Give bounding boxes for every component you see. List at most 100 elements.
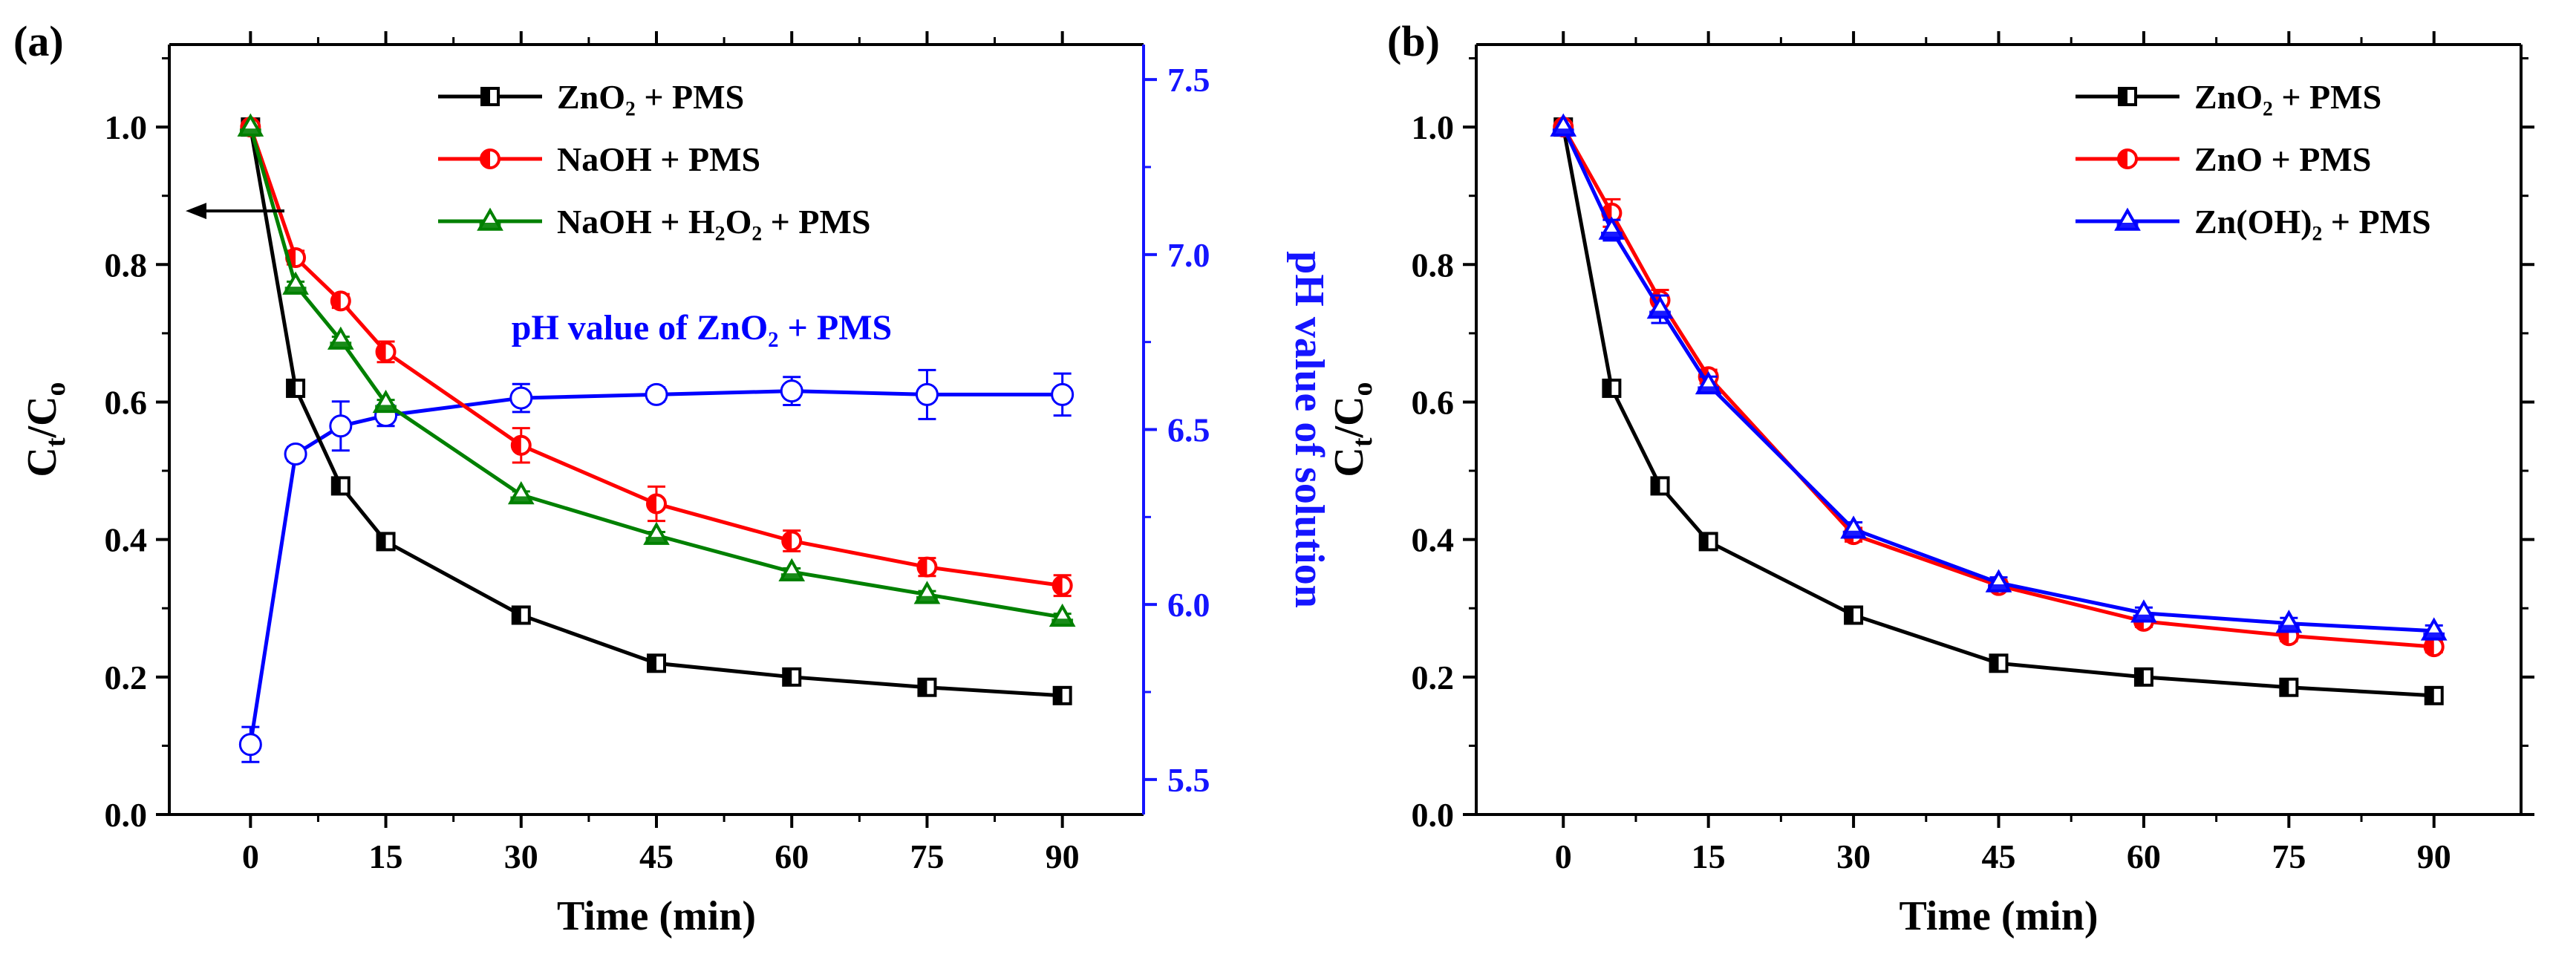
right-tick-label: 5.5 xyxy=(1167,761,1210,799)
x-tick-label: 90 xyxy=(1046,838,1080,875)
legend-label: NaOH + PMS xyxy=(557,140,760,178)
y-tick-label: 0.8 xyxy=(1412,246,1455,284)
data-point-fill xyxy=(512,436,521,454)
x-axis-title: Time (min) xyxy=(1899,893,2098,939)
data-point-fill xyxy=(510,496,532,503)
y-axis-title-sub: o xyxy=(40,382,71,396)
data-point-fill xyxy=(2425,687,2434,704)
y-axis-title-sub: o xyxy=(1347,382,1378,396)
data-point-fill xyxy=(332,477,341,494)
data-point-fill xyxy=(1700,533,1709,550)
legend-marker-fill xyxy=(479,223,501,229)
legend-marker-fill xyxy=(482,88,490,105)
x-tick-label: 60 xyxy=(2127,838,2161,875)
y-axis-title: Ct/Co xyxy=(19,382,71,477)
legend-item: ZnO₂ + PMS xyxy=(438,78,744,116)
x-tick-label: 15 xyxy=(1692,838,1726,875)
ph-annotation: pH value of ZnO₂ + PMS xyxy=(512,308,892,347)
data-point-fill xyxy=(2280,679,2289,696)
data-point-fill xyxy=(645,537,668,543)
y-axis-title: Ct/Co xyxy=(1326,382,1378,477)
data-point-fill xyxy=(918,558,927,576)
data-point-fill xyxy=(331,292,341,310)
right-tick-label: 7.5 xyxy=(1167,61,1210,99)
y-tick-label: 0.4 xyxy=(1412,521,1455,559)
data-point-fill xyxy=(1603,379,1612,396)
panel-a-chart: (a) 0 15 30 45 60 75 90 0.0 0.2 0.4 0.6 0.8 1.0 5.5 6.0… xyxy=(13,17,1332,939)
x-tick-label: 60 xyxy=(775,838,809,875)
legend-label: Zn(OH)₂ + PMS xyxy=(2194,203,2431,241)
right-tick-label: 6.0 xyxy=(1167,586,1210,624)
data-point-fill xyxy=(1054,687,1063,704)
x-axis-title: Time (min) xyxy=(557,893,756,939)
data-point-fill xyxy=(1552,128,1574,135)
data-point xyxy=(1051,382,1075,406)
data-point-fill xyxy=(2277,624,2300,632)
data-point-fill xyxy=(780,573,803,580)
data-point xyxy=(915,382,939,406)
data-point xyxy=(780,379,803,403)
data-point-fill xyxy=(648,655,656,672)
legend-label: ZnO + PMS xyxy=(2194,140,2371,178)
data-point xyxy=(509,386,533,410)
panel-b-chart: (b) 0 15 30 45 60 75 90 0.0 0.2 0.4 0.6 0.8 1.0 Time (… xyxy=(1326,17,2534,939)
y-tick-label: 0.6 xyxy=(105,383,148,421)
legend-marker-fill xyxy=(2116,223,2139,229)
y-axis-title-part: /C xyxy=(19,396,65,438)
x-tick-label: 45 xyxy=(639,838,674,875)
data-point-fill xyxy=(2133,614,2155,621)
legend-label: NaOH + H₂O₂ + PMS xyxy=(557,203,870,241)
left-axis-arrowhead xyxy=(186,203,206,220)
legend-item: ZnO₂ + PMS xyxy=(2076,78,2381,116)
panel-label: (a) xyxy=(13,17,64,65)
y-axis-title-sub: t xyxy=(1347,437,1378,447)
data-point-fill xyxy=(512,607,521,624)
data-point-fill xyxy=(1051,618,1074,626)
data-point-fill xyxy=(916,595,938,603)
data-point-fill xyxy=(239,128,261,135)
legend-label: ZnO₂ + PMS xyxy=(557,78,744,116)
data-point-fill xyxy=(1651,477,1660,494)
data-point-fill xyxy=(2425,638,2434,656)
data-point-fill xyxy=(1842,530,1865,538)
series-ph-value-of-zno-pms xyxy=(238,368,1075,763)
right-tick-label: 6.5 xyxy=(1167,411,1210,449)
x-tick-label: 0 xyxy=(242,838,259,875)
x-tick-label: 30 xyxy=(1836,838,1871,875)
data-point-fill xyxy=(377,533,386,550)
y-tick-label: 0.2 xyxy=(1412,659,1455,696)
y-axis-title-part: C xyxy=(1326,447,1372,477)
right-tick-label: 7.0 xyxy=(1167,236,1210,274)
data-point-fill xyxy=(1845,607,1854,624)
data-point xyxy=(645,382,668,406)
data-point xyxy=(284,442,307,466)
y-tick-label: 1.0 xyxy=(1412,108,1455,146)
series-zno-pms xyxy=(241,117,1072,705)
legend-marker-fill xyxy=(2119,150,2127,168)
series-zn-oh-pms xyxy=(1550,113,2448,641)
y-tick-label: 0.0 xyxy=(105,796,148,834)
legend-label: ZnO₂ + PMS xyxy=(2194,78,2381,116)
data-point-fill xyxy=(1988,584,2009,591)
data-point-fill xyxy=(284,287,307,293)
legend-item: NaOH + H₂O₂ + PMS xyxy=(438,203,870,241)
y-axis-title-part: C xyxy=(19,447,65,477)
data-point-fill xyxy=(919,679,927,696)
x-tick-label: 30 xyxy=(504,838,538,875)
legend-marker-fill xyxy=(481,150,490,168)
y-axis-title-sub: t xyxy=(40,437,71,447)
x-tick-label: 45 xyxy=(1982,838,2016,875)
data-point-fill xyxy=(783,532,792,550)
y-tick-label: 0.8 xyxy=(105,246,148,284)
x-tick-label: 15 xyxy=(369,838,403,875)
right-axis-title: pH value of solution xyxy=(1286,251,1332,608)
x-tick-label: 90 xyxy=(2417,838,2451,875)
data-point-fill xyxy=(1649,310,1671,318)
data-point-fill xyxy=(375,405,397,412)
data-point-fill xyxy=(1990,655,1999,672)
data-point-fill xyxy=(330,342,352,348)
x-tick-label: 75 xyxy=(2272,838,2306,875)
legend-marker-fill xyxy=(2119,88,2127,105)
y-tick-label: 0.6 xyxy=(1412,383,1455,421)
